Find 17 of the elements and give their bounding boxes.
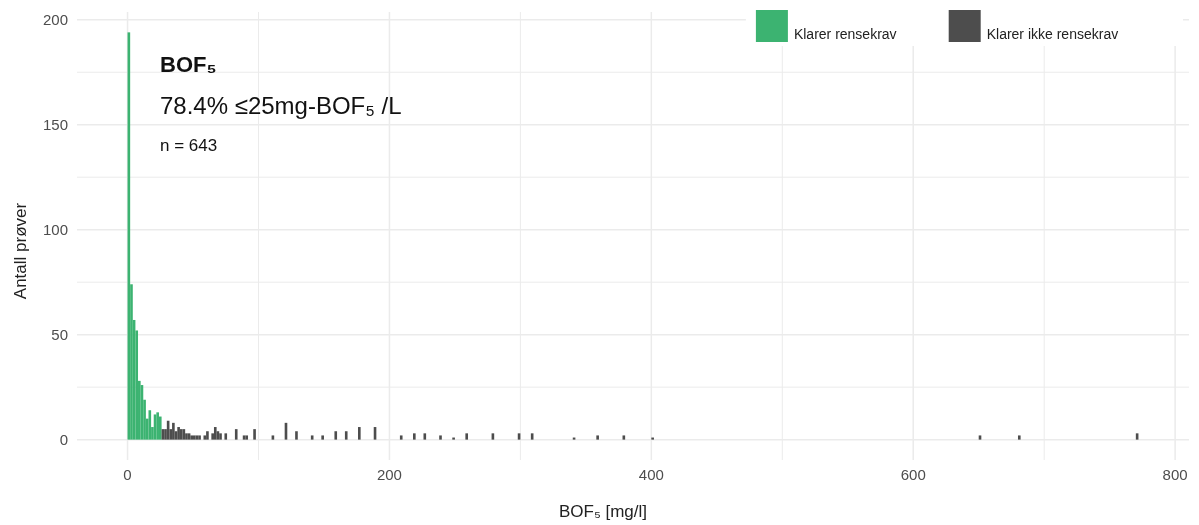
x-tick-label: 200 bbox=[376, 466, 402, 483]
x-tick-label: 0 bbox=[123, 466, 132, 483]
x-tick-label: 400 bbox=[638, 466, 664, 483]
x-tick-label: 600 bbox=[900, 466, 926, 483]
y-axis-title: Antall prøver bbox=[11, 202, 30, 300]
y-tick-label: 150 bbox=[42, 115, 68, 133]
y-tick-label: 200 bbox=[42, 10, 68, 28]
legend-label: Klarer rensekrav bbox=[793, 26, 897, 42]
legend-label: Klarer ikke rensekrav bbox=[986, 26, 1119, 42]
x-axis-title: BOF₅ [mg/l] bbox=[558, 502, 648, 521]
x-tick-label: 800 bbox=[1162, 466, 1188, 483]
annotation: 78.4% ≤25mg-BOF₅ /L bbox=[160, 92, 402, 119]
y-tick-label: 0 bbox=[59, 430, 68, 448]
annotation: BOF₅ bbox=[160, 52, 217, 77]
y-tick-label: 50 bbox=[51, 325, 68, 343]
y-tick-label: 100 bbox=[42, 220, 68, 238]
annotation: n = 643 bbox=[160, 136, 218, 155]
